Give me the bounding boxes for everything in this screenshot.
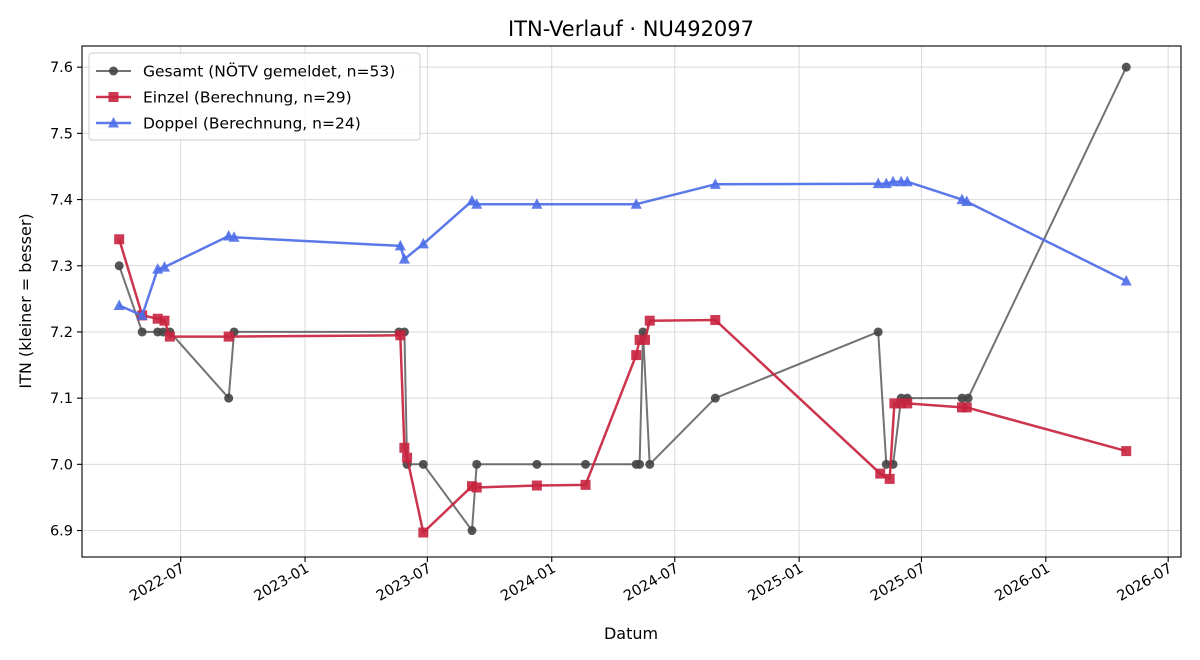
data-point-square [108,92,119,102]
data-point-triangle [887,175,899,187]
data-point-triangle [901,175,913,187]
data-point-square [902,398,913,409]
data-point-square [152,313,163,324]
data-point-square [471,482,482,493]
grid [82,46,1181,557]
y-tick-label: 7.5 [50,126,73,142]
legend: Gesamt (NÖTV gemeldet, n=53) Einzel (Bere… [88,52,421,141]
data-point-circle [581,459,591,469]
legend-entry-einzel: Einzel (Berechnung, n=29) [96,89,352,107]
data-point-circle [532,459,542,469]
data-point-triangle [228,231,240,242]
data-point-triangle [158,261,170,272]
series-line [118,66,1128,532]
data-point-square [580,479,591,490]
y-tick-label: 7.6 [50,60,73,76]
legend-label: Einzel (Berechnung, n=29) [143,89,352,107]
data-point-circle [418,459,428,469]
y-tick-label: 7.3 [50,259,73,275]
data-point-triangle [398,253,410,264]
data-point-triangle [108,117,119,128]
x-axis: 2022-07 2023-01 2023-07 2024-01 2024-07 2025-… [127,557,1175,605]
data-point-triangle [394,239,406,251]
data-point-square [399,442,410,453]
y-tick-label: 7.4 [50,193,73,209]
x-tick-label: 2026-01 [992,561,1052,605]
y-axis: 6.9 7.0 7.1 7.2 7.3 7.4 7.5 7.6 [50,60,82,540]
legend-label: Doppel (Berechnung, n=24) [143,115,361,133]
data-point-square [402,452,413,463]
data-point-triangle [1120,274,1132,286]
data-point-triangle [417,237,429,249]
data-point-triangle [531,198,543,209]
data-point-triangle [961,195,973,207]
data-point-square [875,468,886,479]
data-point-square [164,331,175,342]
series-line [118,180,1127,317]
data-point-square [531,480,542,491]
data-point-circle [710,393,720,403]
data-point-square [644,315,655,326]
y-tick-label: 6.9 [50,524,73,540]
data-point-triangle [872,177,884,189]
x-tick-label: 2023-07 [374,561,434,605]
data-point-square [961,402,972,413]
data-point-square [634,334,645,345]
data-point-triangle [709,178,721,189]
y-tick-label: 7.2 [50,325,73,341]
data-point-square [395,330,406,341]
data-point-square [896,398,907,409]
data-point-triangle [471,198,483,209]
chart-title: ITN-Verlauf · NU492097 [508,17,754,41]
data-point-circle [873,327,883,337]
data-point-circle [467,526,477,536]
data-point-circle [114,261,124,271]
x-tick-label: 2024-07 [621,561,681,605]
legend-label: Gesamt (NÖTV gemeldet, n=53) [143,62,395,81]
x-tick-label: 2026-07 [1115,561,1175,605]
plot-frame [81,45,1182,558]
data-point-circle [635,459,645,469]
y-axis-label: ITN (kleiner = besser) [16,213,35,388]
data-point-triangle [113,299,125,310]
legend-entry-gesamt: Gesamt (NÖTV gemeldet, n=53) [96,62,395,81]
data-point-square [889,398,900,409]
x-tick-label: 2022-07 [127,561,187,605]
data-point-square [1121,446,1132,457]
legend-entry-doppel: Doppel (Berechnung, n=24) [96,115,361,133]
y-tick-label: 7.0 [50,457,73,473]
data-point-square [114,234,125,245]
data-point-square [640,334,651,345]
data-point-square [710,315,721,326]
data-point-square [159,315,170,326]
y-tick-label: 7.1 [50,391,73,407]
data-point-circle [137,327,147,337]
plot-area [113,62,1132,538]
data-point-triangle [630,198,642,209]
legend-box [88,52,421,141]
x-tick-label: 2025-01 [746,561,806,605]
data-point-triangle [136,309,148,320]
data-point-circle [881,459,891,469]
data-point-square [631,350,642,361]
data-point-circle [472,459,482,469]
data-point-circle [109,66,118,76]
x-axis-label: Datum [604,624,658,643]
x-tick-label: 2023-01 [252,561,312,605]
series-doppel [113,175,1132,320]
data-point-square [223,331,234,342]
data-point-square [418,527,429,538]
data-point-circle [963,393,973,403]
data-point-circle [224,393,234,403]
data-point-circle [1121,62,1131,72]
x-tick-label: 2025-07 [868,561,928,605]
data-point-circle [645,459,655,469]
series-einzel [114,234,1132,538]
x-tick-label: 2024-01 [498,561,558,605]
series-line [118,238,1127,534]
data-point-square [884,473,895,484]
